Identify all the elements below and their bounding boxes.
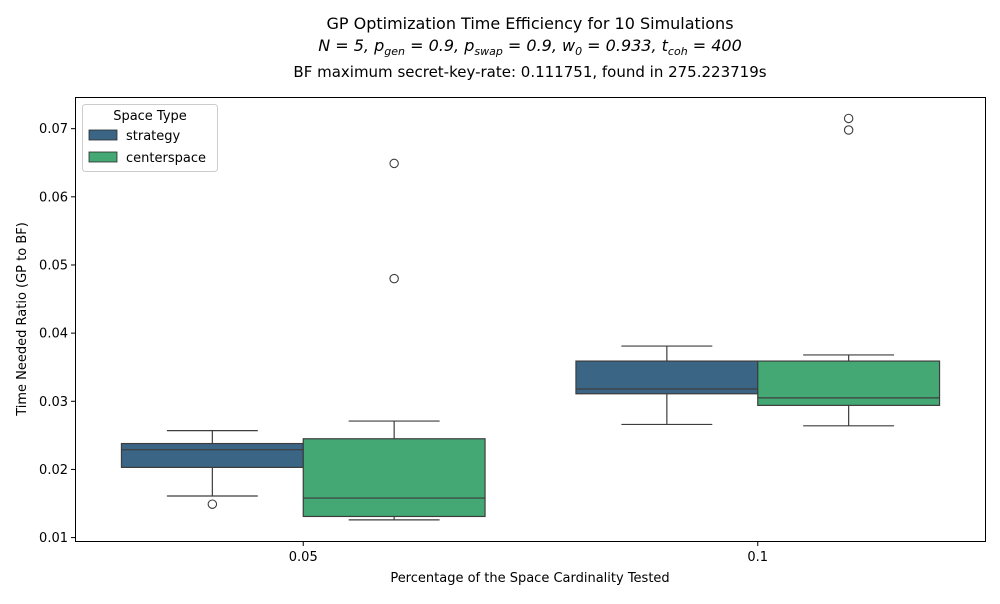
y-tick-label: 0.02 (39, 463, 68, 478)
chart-subtitle: BF maximum secret-key-rate: 0.111751, fo… (293, 63, 766, 81)
boxes-layer (120, 113, 941, 521)
x-axis-label: Percentage of the Space Cardinality Test… (390, 571, 669, 586)
box-iqr (757, 360, 941, 406)
box-strategy-0.1 (575, 345, 759, 426)
y-tick-label: 0.04 (39, 327, 68, 342)
outlier-point (207, 499, 218, 509)
x-tick-label: 0.05 (289, 550, 318, 565)
outlier-point (843, 113, 854, 124)
y-tick-label: 0.05 (39, 258, 68, 273)
y-tick-label: 0.03 (39, 395, 68, 410)
chart-title-formula: N = 5, pgen = 0.9, pswap = 0.9, w0 = 0.9… (318, 36, 742, 58)
legend: Space Type strategy centerspace (82, 104, 218, 172)
box-centerspace-0.1 (757, 113, 941, 427)
chart-title: GP Optimization Time Efficiency for 10 S… (326, 14, 733, 33)
box-centerspace-0.05 (302, 158, 486, 521)
box-strategy-0.05 (120, 429, 304, 509)
legend-swatch-centerspace (88, 151, 118, 163)
box-iqr (302, 438, 486, 518)
legend-title: Space Type (113, 109, 187, 124)
outlier-point (843, 125, 854, 135)
ticks-layer: 0.01 0.02 0.03 0.04 0.05 0.06 0.07 0.05 0.1 (39, 122, 768, 565)
legend-label-strategy: strategy (126, 129, 181, 144)
legend-swatch-strategy (88, 129, 118, 141)
y-tick-label: 0.01 (39, 531, 68, 546)
plot-frame (75, 97, 986, 542)
x-tick-label: 0.1 (747, 550, 768, 565)
y-tick-label: 0.06 (39, 190, 68, 205)
outlier-point (389, 273, 399, 284)
y-axis-label: Time Needed Ratio (GP to BF) (15, 222, 30, 417)
y-tick-label: 0.07 (39, 122, 68, 137)
legend-label-centerspace: centerspace (126, 151, 206, 166)
box-iqr (120, 442, 304, 468)
outlier-point (389, 158, 399, 169)
